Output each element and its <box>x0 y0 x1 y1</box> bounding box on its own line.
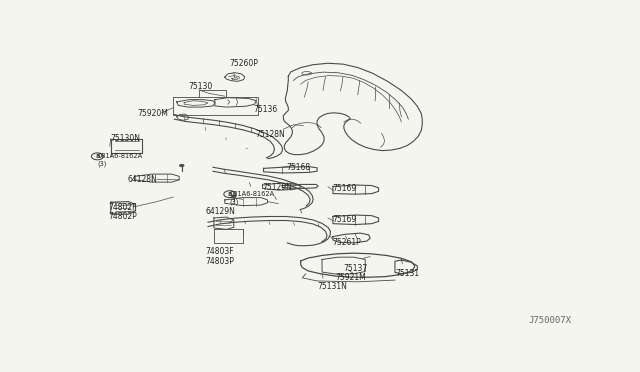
Text: 081A6-8162A
(3): 081A6-8162A (3) <box>230 191 275 205</box>
Polygon shape <box>214 228 243 243</box>
Polygon shape <box>301 253 415 277</box>
Text: 74803F: 74803F <box>205 247 234 256</box>
Text: B: B <box>227 192 232 197</box>
Polygon shape <box>395 260 417 274</box>
Polygon shape <box>284 63 422 155</box>
Text: 75130: 75130 <box>188 82 212 91</box>
Text: 75128N: 75128N <box>255 130 285 139</box>
Polygon shape <box>215 97 256 107</box>
Polygon shape <box>225 198 268 206</box>
Polygon shape <box>177 114 188 120</box>
Text: 75168: 75168 <box>286 163 310 172</box>
Text: 74802P: 74802P <box>109 212 138 221</box>
Text: 75260P: 75260P <box>230 59 259 68</box>
Text: 081A6-8162A
(3): 081A6-8162A (3) <box>98 153 143 167</box>
Polygon shape <box>333 233 370 243</box>
Text: 75129N: 75129N <box>262 183 292 192</box>
Polygon shape <box>173 97 257 115</box>
Text: 74802F: 74802F <box>109 203 137 212</box>
Polygon shape <box>184 101 208 105</box>
Polygon shape <box>262 183 300 190</box>
Polygon shape <box>282 185 318 189</box>
Polygon shape <box>177 100 215 107</box>
Polygon shape <box>333 185 379 194</box>
Polygon shape <box>134 174 179 182</box>
Circle shape <box>179 164 184 167</box>
Text: 64129N: 64129N <box>205 207 236 216</box>
Text: 75131N: 75131N <box>317 282 347 291</box>
Text: 74803P: 74803P <box>205 257 234 266</box>
Polygon shape <box>214 217 234 230</box>
Text: 75130N: 75130N <box>111 134 141 143</box>
Polygon shape <box>111 202 136 214</box>
Text: 75169: 75169 <box>332 184 356 193</box>
Text: 75920M: 75920M <box>137 109 168 118</box>
Polygon shape <box>232 78 238 80</box>
Text: 75261P: 75261P <box>332 238 361 247</box>
Polygon shape <box>322 257 365 275</box>
Polygon shape <box>264 167 317 173</box>
Text: 75169: 75169 <box>332 215 356 224</box>
Polygon shape <box>333 215 379 225</box>
Text: 64128N: 64128N <box>127 175 157 184</box>
Text: 75131: 75131 <box>396 269 420 278</box>
Circle shape <box>231 195 236 198</box>
Text: 75921M: 75921M <box>335 273 365 282</box>
Text: B: B <box>95 154 100 159</box>
Text: 75136: 75136 <box>253 105 278 113</box>
Polygon shape <box>225 73 244 81</box>
Polygon shape <box>111 139 143 154</box>
Text: J750007X: J750007X <box>528 316 571 325</box>
Text: 75137: 75137 <box>343 264 367 273</box>
